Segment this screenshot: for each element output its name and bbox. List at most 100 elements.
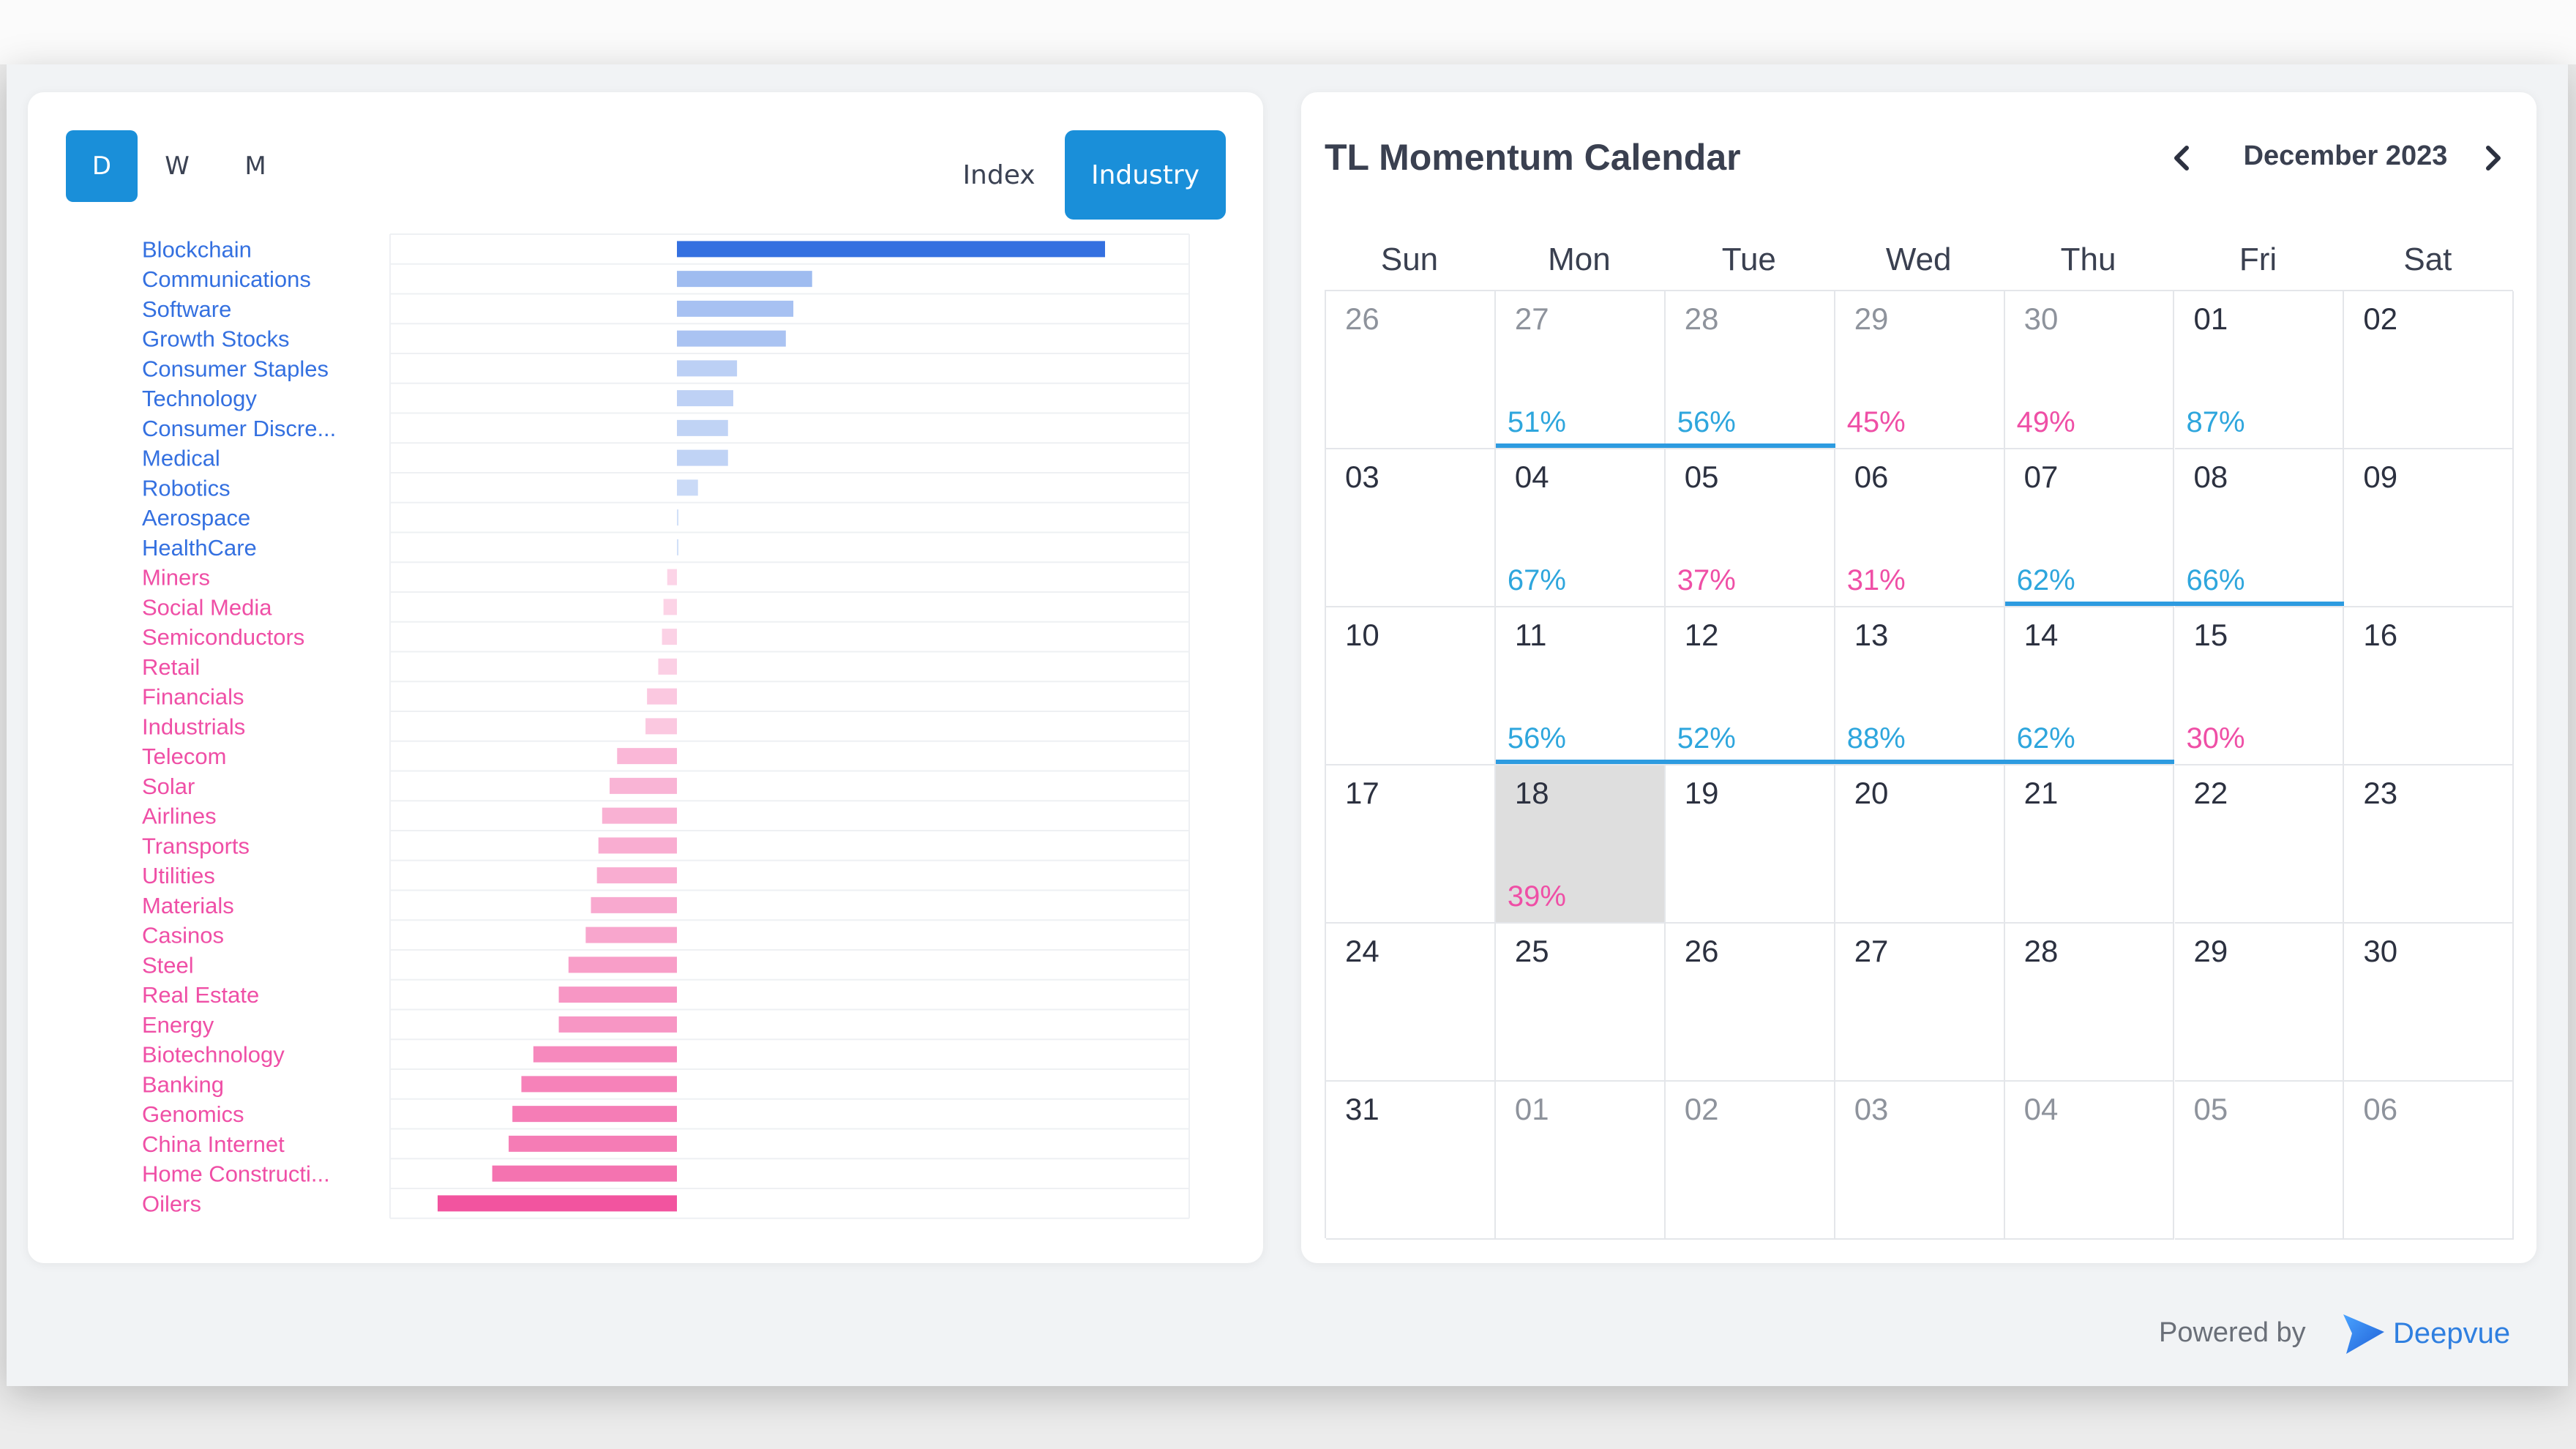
calendar-day-cell[interactable]: 24 — [1326, 924, 1496, 1082]
category-label[interactable]: Oilers — [142, 1191, 201, 1216]
category-label[interactable]: Solar — [142, 774, 195, 799]
calendar-day-cell[interactable]: 09 — [2344, 449, 2515, 607]
period-week-button[interactable]: W — [165, 151, 190, 181]
bar-steel[interactable] — [568, 956, 677, 973]
calendar-day-cell[interactable]: 15 30% — [2174, 607, 2345, 765]
calendar-day-cell[interactable]: 29 — [2174, 924, 2345, 1082]
category-label[interactable]: Industrials — [142, 714, 245, 739]
category-label[interactable]: Blockchain — [142, 236, 252, 262]
calendar-day-cell[interactable]: 23 — [2344, 765, 2515, 924]
bar-healthcare[interactable] — [677, 539, 679, 555]
category-label[interactable]: Genomics — [142, 1101, 244, 1127]
calendar-day-cell[interactable]: 05 37% — [1665, 449, 1835, 607]
bar-energy[interactable] — [558, 1016, 677, 1033]
category-label[interactable]: HealthCare — [142, 535, 257, 561]
bar-materials[interactable] — [591, 896, 677, 913]
bar-solar[interactable] — [610, 777, 677, 794]
bar-transports[interactable] — [598, 837, 677, 854]
calendar-day-cell[interactable]: 25 — [1495, 924, 1666, 1082]
calendar-day-cell[interactable]: 13 88% — [1835, 607, 2005, 765]
category-label[interactable]: Miners — [142, 565, 210, 591]
bar-aerospace[interactable] — [677, 509, 679, 526]
category-label[interactable]: Aerospace — [142, 505, 250, 531]
category-label[interactable]: Semiconductors — [142, 624, 304, 650]
category-label[interactable]: Medical — [142, 446, 220, 471]
bar-communications[interactable] — [677, 271, 812, 288]
bar-industrials[interactable] — [645, 718, 677, 735]
deepvue-logo-icon[interactable] — [2339, 1311, 2389, 1357]
bar-social-media[interactable] — [663, 599, 677, 615]
calendar-day-cell[interactable]: 11 56% — [1495, 607, 1666, 765]
calendar-day-cell[interactable]: 16 — [2344, 607, 2515, 765]
category-label[interactable]: Consumer Staples — [142, 356, 329, 381]
calendar-day-cell[interactable]: 30 — [2344, 924, 2515, 1082]
calendar-day-cell[interactable]: 03 — [1326, 449, 1496, 607]
calendar-day-cell[interactable]: 21 — [2004, 765, 2175, 924]
calendar-day-cell[interactable]: 06 31% — [1835, 449, 2005, 607]
calendar-day-cell[interactable]: 30 49% — [2004, 291, 2175, 449]
bar-robotics[interactable] — [677, 479, 698, 496]
category-label[interactable]: Consumer Discre... — [142, 416, 336, 441]
bar-retail[interactable] — [658, 658, 677, 675]
category-label[interactable]: China Internet — [142, 1131, 285, 1157]
category-label[interactable]: Communications — [142, 266, 311, 292]
category-label[interactable]: Casinos — [142, 923, 224, 948]
bar-china-internet[interactable] — [509, 1135, 677, 1152]
calendar-day-cell[interactable]: 01 87% — [2174, 291, 2345, 449]
prev-month-icon[interactable] — [2168, 143, 2197, 173]
bar-growth-stocks[interactable] — [677, 330, 786, 347]
category-label[interactable]: Telecom — [142, 744, 226, 769]
calendar-day-cell[interactable]: 26 — [1665, 924, 1835, 1082]
category-label[interactable]: Technology — [142, 386, 257, 411]
bar-consumer-discre[interactable] — [677, 419, 728, 436]
bar-financials[interactable] — [647, 688, 677, 705]
bar-software[interactable] — [677, 300, 794, 317]
category-label[interactable]: Banking — [142, 1071, 224, 1097]
bar-real-estate[interactable] — [558, 986, 677, 1003]
calendar-day-cell[interactable]: 27 51% — [1495, 291, 1666, 449]
bar-banking[interactable] — [521, 1076, 677, 1093]
bar-medical[interactable] — [677, 449, 728, 466]
bar-telecom[interactable] — [617, 748, 677, 765]
calendar-day-cell[interactable]: 12 52% — [1665, 607, 1835, 765]
calendar-day-cell[interactable]: 02 — [1665, 1082, 1835, 1240]
category-label[interactable]: Real Estate — [142, 982, 259, 1008]
calendar-day-cell[interactable]: 28 — [2004, 924, 2175, 1082]
calendar-day-cell[interactable]: 28 56% — [1665, 291, 1835, 449]
calendar-day-cell[interactable]: 20 — [1835, 765, 2005, 924]
calendar-day-cell[interactable]: 07 62% — [2004, 449, 2175, 607]
period-day-button[interactable]: D — [66, 130, 138, 202]
calendar-day-cell[interactable]: 14 62% — [2004, 607, 2175, 765]
index-view-button[interactable]: Index — [962, 160, 1036, 190]
bar-genomics[interactable] — [512, 1106, 677, 1123]
period-month-button[interactable]: M — [244, 151, 266, 181]
bar-blockchain[interactable] — [677, 241, 1105, 258]
category-label[interactable]: Steel — [142, 952, 194, 978]
category-label[interactable]: Energy — [142, 1012, 214, 1038]
category-label[interactable]: Biotechnology — [142, 1042, 285, 1068]
category-label[interactable]: Retail — [142, 654, 200, 680]
calendar-day-cell[interactable]: 01 — [1495, 1082, 1666, 1240]
calendar-day-cell[interactable]: 10 — [1326, 607, 1496, 765]
calendar-day-cell[interactable]: 26 — [1326, 291, 1496, 449]
calendar-day-cell[interactable]: 03 — [1835, 1082, 2005, 1240]
category-label[interactable]: Utilities — [142, 863, 215, 888]
calendar-day-cell[interactable]: 27 — [1835, 924, 2005, 1082]
bar-airlines[interactable] — [602, 807, 677, 824]
bar-miners[interactable] — [667, 569, 677, 585]
bar-home-constructi[interactable] — [492, 1165, 677, 1182]
bar-technology[interactable] — [677, 390, 733, 407]
calendar-day-cell[interactable]: 22 — [2174, 765, 2345, 924]
bar-biotechnology[interactable] — [533, 1046, 677, 1063]
bar-semiconductors[interactable] — [662, 629, 677, 645]
category-label[interactable]: Materials — [142, 893, 234, 918]
category-label[interactable]: Robotics — [142, 475, 231, 501]
calendar-day-cell[interactable]: 05 — [2174, 1082, 2345, 1240]
calendar-day-cell[interactable]: 29 45% — [1835, 291, 2005, 449]
category-label[interactable]: Home Constructi... — [142, 1161, 330, 1187]
bar-consumer-staples[interactable] — [677, 360, 738, 377]
calendar-day-cell[interactable]: 08 66% — [2174, 449, 2345, 607]
calendar-day-cell[interactable]: 31 — [1326, 1082, 1496, 1240]
bar-utilities[interactable] — [596, 867, 677, 884]
bar-oilers[interactable] — [438, 1195, 677, 1212]
